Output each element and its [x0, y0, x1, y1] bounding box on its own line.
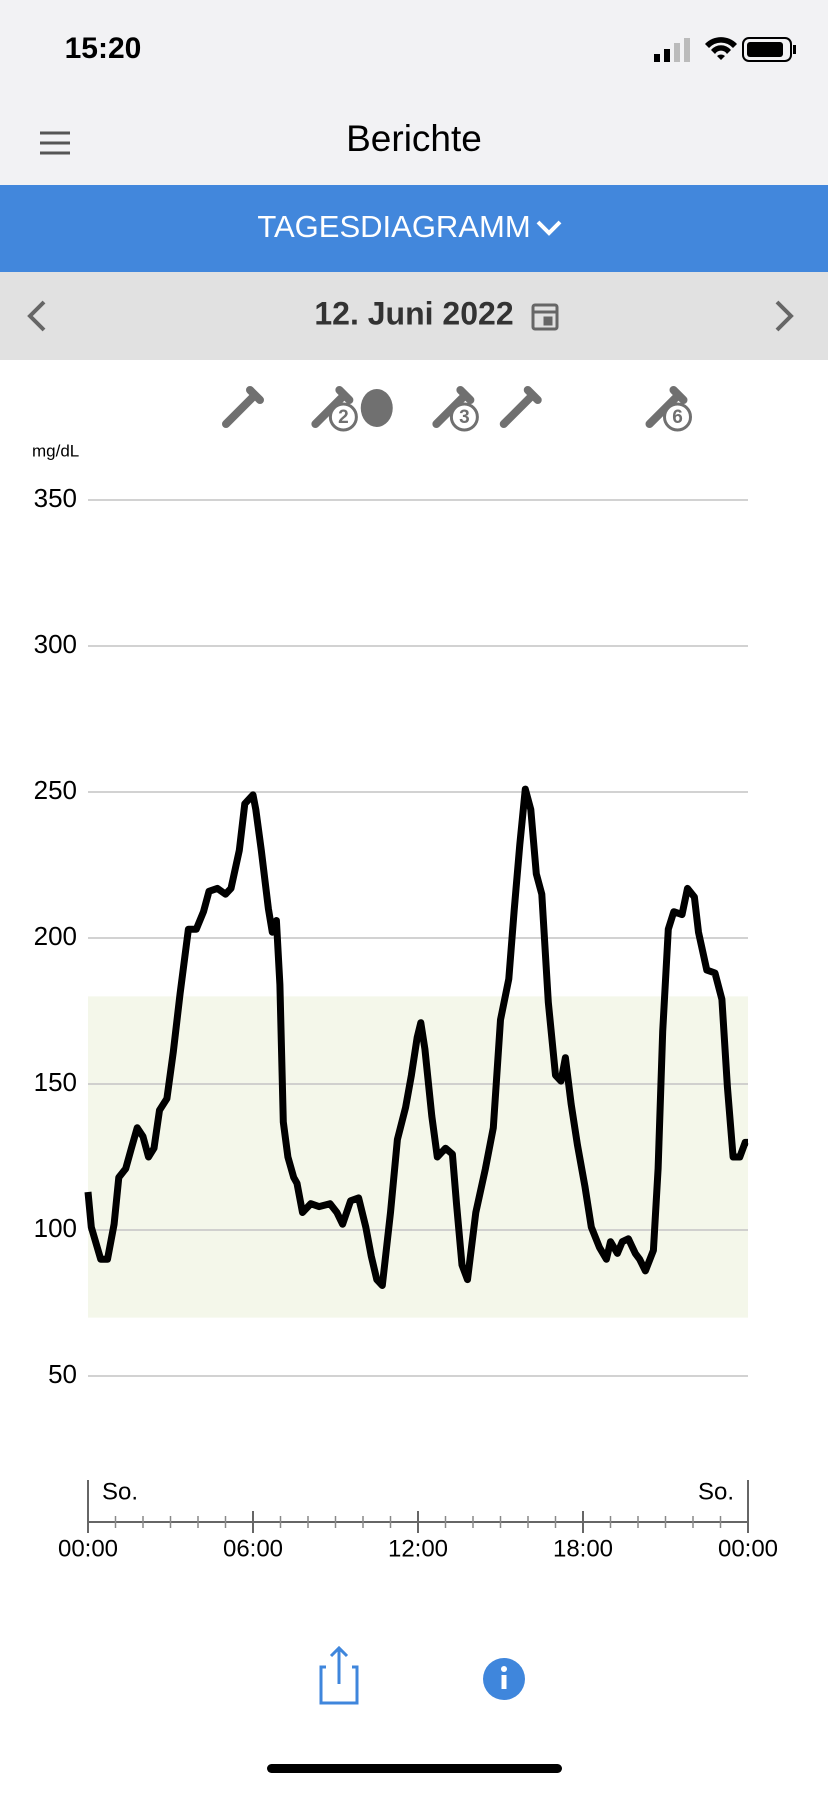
date-bar: [0, 272, 828, 360]
y-tick-label: 150: [34, 1067, 77, 1097]
day-label: So.: [102, 1478, 138, 1505]
info-button[interactable]: [483, 1658, 525, 1700]
x-tick-label: 18:00: [553, 1535, 613, 1562]
status-time: 15:20: [65, 32, 142, 65]
top-bar: [0, 0, 828, 185]
menu-button[interactable]: [40, 131, 70, 155]
tab-bar[interactable]: [0, 185, 828, 272]
status-icons: [654, 37, 796, 62]
event-badge: [663, 402, 692, 432]
insulin-icon: [499, 386, 542, 428]
insulin-icon: [222, 386, 264, 428]
insulin-icon: [432, 386, 475, 428]
x-tick-label: 12:00: [388, 1535, 448, 1562]
insulin-icon: [311, 386, 354, 428]
x-tick-label: 06:00: [223, 1535, 283, 1562]
event-number: 2: [338, 407, 349, 428]
event-number: 3: [459, 407, 470, 428]
y-tick-label: 50: [48, 1359, 77, 1389]
y-tick-label: 250: [34, 775, 77, 805]
glucose-line: [84, 785, 749, 1289]
prev-day[interactable]: [27, 300, 46, 332]
y-tick-label: 100: [34, 1213, 77, 1243]
tab-label[interactable]: TAGESDIAGRAMM: [257, 209, 530, 244]
y-tick-label: 200: [34, 921, 77, 951]
day-label: So.: [698, 1478, 734, 1505]
x-tick-label: 00:00: [718, 1535, 778, 1562]
event-number: 6: [672, 407, 683, 428]
event-badge: [449, 402, 479, 432]
x-tick-label: 00:00: [58, 1535, 118, 1562]
next-day[interactable]: [775, 300, 794, 332]
share-button[interactable]: [319, 1645, 359, 1705]
dropdown-icon[interactable]: [536, 220, 562, 236]
insulin-icon: [645, 386, 688, 428]
home-indicator: [267, 1764, 562, 1773]
y-tick-label: 300: [34, 629, 77, 659]
calendar-icon[interactable]: [531, 303, 559, 331]
unit-label: mg/dL: [32, 441, 79, 460]
y-tick-label: 350: [34, 483, 77, 513]
meal-icon: [360, 389, 393, 427]
header-title: Berichte: [346, 118, 482, 159]
date-label: 12. Juni 2022: [314, 295, 513, 331]
event-badge: [328, 402, 358, 432]
